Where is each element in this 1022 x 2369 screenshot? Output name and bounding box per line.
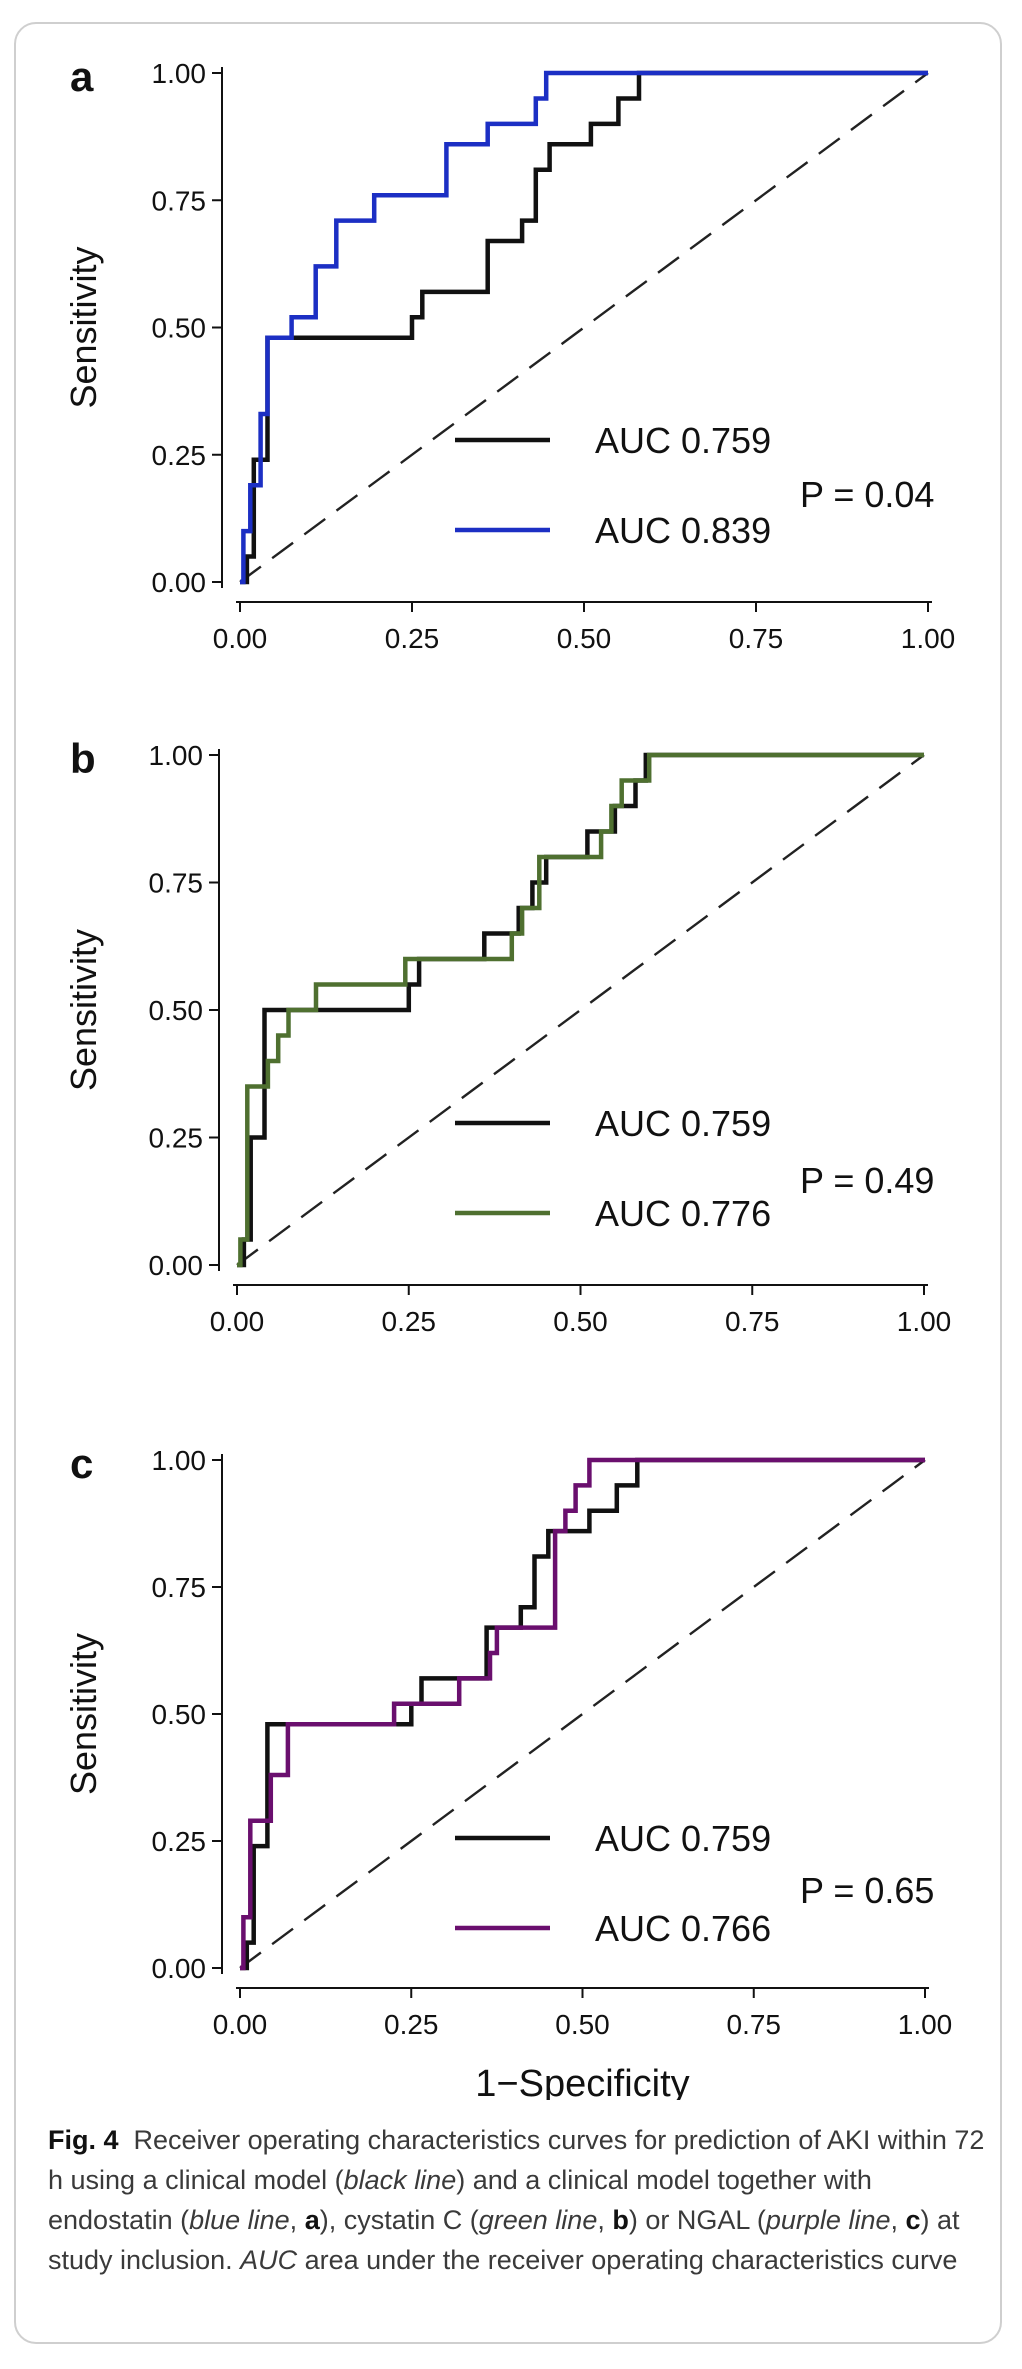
y-tick-label: 1.00: [152, 58, 207, 89]
caption-text-1: Receiver operating characteristics curve…: [48, 2125, 985, 2195]
p-value-label: P = 0.04: [800, 474, 934, 515]
caption-black-line: black line: [343, 2165, 457, 2195]
y-tick-label: 0.00: [152, 1953, 207, 1984]
legend-label: AUC 0.766: [595, 1908, 771, 1949]
caption-text-4: ), cystatin C (: [319, 2205, 479, 2235]
x-tick-label: 0.25: [384, 2009, 439, 2040]
x-axis-label: 1−Specificity: [475, 2063, 689, 2100]
caption-label-c: c: [905, 2205, 921, 2235]
legend-label: AUC 0.776: [595, 1193, 771, 1234]
caption-label-b: b: [612, 2205, 629, 2235]
legend-label: AUC 0.759: [595, 1818, 771, 1859]
y-tick-label: 0.00: [149, 1250, 204, 1281]
y-tick-label: 1.00: [152, 1445, 207, 1476]
y-tick-label: 0.75: [152, 1572, 207, 1603]
figure-caption: Fig. 4 Receiver operating characteristic…: [48, 2120, 988, 2280]
panel-label-b: b: [70, 735, 96, 782]
y-tick-label: 0.25: [152, 440, 207, 471]
figure-frame: [14, 22, 1002, 2344]
x-tick-label: 0.00: [210, 1306, 265, 1337]
y-axis-label: Sensitivity: [63, 1633, 104, 1795]
x-tick-label: 0.25: [382, 1306, 437, 1337]
roc-curve-combined: [240, 1457, 925, 1971]
roc-figure: a 0.00 0.25 0.50 0.75 1.00 0.00 0.25 0.50 0.75 1.0…: [63, 53, 955, 2100]
roc-curve-combined: [237, 752, 924, 1268]
caption-fig-label: Fig. 4: [48, 2125, 119, 2155]
y-tick-label: 0.75: [152, 185, 207, 216]
y-tick-label: 0.50: [152, 313, 207, 344]
y-axis-label: Sensitivity: [63, 246, 104, 408]
p-value-label: P = 0.65: [800, 1870, 934, 1911]
x-tick-label: 0.75: [727, 2009, 782, 2040]
reference-diagonal: [236, 754, 925, 1266]
roc-curve-clinical: [237, 752, 924, 1268]
caption-blue-line: blue line: [189, 2205, 290, 2235]
caption-text-9: area under the receiver operating charac…: [297, 2245, 958, 2275]
reference-diagonal: [239, 72, 929, 583]
reference-diagonal: [239, 1459, 926, 1969]
caption-text-5: ,: [597, 2205, 613, 2235]
x-tick-label: 0.00: [213, 623, 268, 654]
y-tick-label: 0.25: [152, 1826, 207, 1857]
x-tick-label: 1.00: [901, 623, 956, 654]
caption-text-6: ) or NGAL (: [628, 2205, 766, 2235]
legend-label: AUC 0.839: [595, 510, 771, 551]
x-tick-label: 0.00: [213, 2009, 268, 2040]
p-value-label: P = 0.49: [800, 1160, 934, 1201]
caption-purple-line: purple line: [765, 2205, 891, 2235]
y-tick-label: 0.75: [149, 868, 204, 899]
y-tick-label: 1.00: [149, 740, 204, 771]
caption-text-7: ,: [890, 2205, 906, 2235]
y-tick-label: 0.00: [152, 567, 207, 598]
roc-panel-c: c 0.00 0.25 0.50 0.75 1.00 0.00 0.25 0.50 0.75 1.0…: [63, 1440, 952, 2100]
caption-auc-abbr: AUC: [240, 2245, 298, 2275]
caption-label-a: a: [304, 2205, 320, 2235]
panel-label-a: a: [70, 53, 94, 100]
legend-label: AUC 0.759: [595, 1103, 771, 1144]
x-tick-label: 0.50: [557, 623, 612, 654]
y-axis-label: Sensitivity: [63, 929, 104, 1091]
panel-label-c: c: [70, 1440, 93, 1487]
roc-curve-combined: [240, 70, 928, 585]
y-tick-label: 0.50: [152, 1699, 207, 1730]
caption-green-line: green line: [478, 2205, 598, 2235]
roc-panel-b: b 0.00 0.25 0.50 0.75 1.00 0.00 0.25 0.50 0.75 1.0…: [63, 735, 951, 1337]
y-tick-label: 0.50: [149, 995, 204, 1026]
y-tick-label: 0.25: [149, 1123, 204, 1154]
x-tick-label: 0.75: [725, 1306, 780, 1337]
x-tick-label: 1.00: [898, 2009, 953, 2040]
caption-text-3: ,: [289, 2205, 305, 2235]
x-tick-label: 0.75: [729, 623, 784, 654]
caption-text-8: ) at study inclusion.: [48, 2205, 960, 2275]
x-tick-label: 0.25: [385, 623, 440, 654]
x-tick-label: 1.00: [897, 1306, 952, 1337]
x-tick-label: 0.50: [555, 2009, 610, 2040]
legend-label: AUC 0.759: [595, 420, 771, 461]
x-tick-label: 0.50: [553, 1306, 608, 1337]
caption-text-2: ) and a clinical model together with end…: [48, 2165, 872, 2235]
roc-panel-a: a 0.00 0.25 0.50 0.75 1.00 0.00 0.25 0.50 0.75 1.0…: [63, 53, 955, 654]
